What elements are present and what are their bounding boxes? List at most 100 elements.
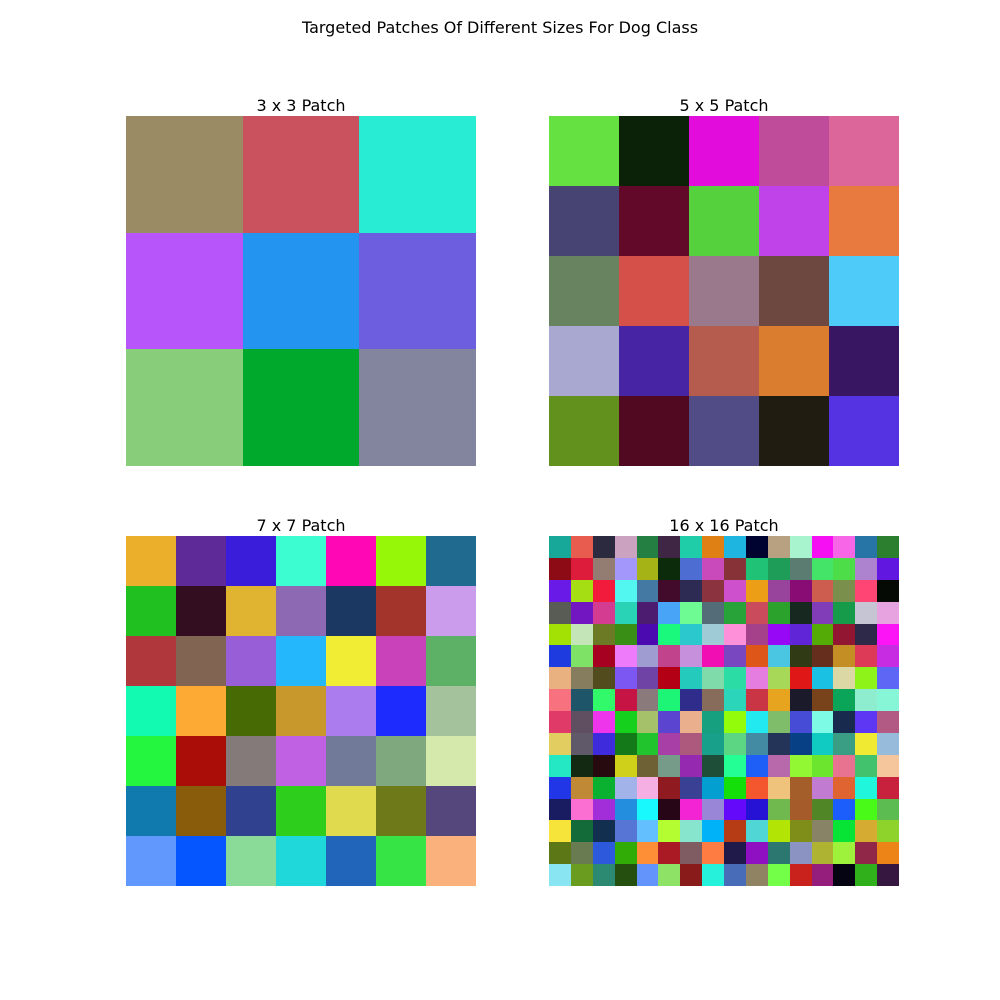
patch-cell	[658, 536, 680, 558]
patch-cell	[680, 580, 702, 602]
patch-cell	[126, 686, 176, 736]
patch-cell	[426, 636, 476, 686]
patch-cell	[549, 689, 571, 711]
patch-cell	[746, 820, 768, 842]
patch-cell	[702, 667, 724, 689]
patch-cell	[790, 733, 812, 755]
patch-cell	[571, 777, 593, 799]
patch-cell	[768, 667, 790, 689]
patch-cell	[855, 842, 877, 864]
patch-cell	[790, 667, 812, 689]
patch-cell	[689, 116, 759, 186]
patch-cell	[833, 864, 855, 886]
patch-cell	[637, 799, 658, 820]
patch-cell	[746, 558, 768, 580]
patch-cell	[226, 686, 276, 736]
patch-cell	[790, 689, 812, 711]
patch-cell	[126, 636, 176, 686]
patch-cell	[426, 836, 476, 886]
patch-cell	[549, 733, 571, 755]
patch-cell	[637, 624, 658, 645]
patch-cell	[359, 349, 476, 466]
patch-cell	[759, 256, 829, 326]
patch-cell	[549, 558, 571, 580]
patch-cell	[619, 116, 689, 186]
patch-cell	[812, 711, 833, 733]
patch-cell	[126, 349, 243, 466]
patch-cell	[593, 864, 615, 886]
patch-cell	[176, 586, 226, 636]
patch-cell	[658, 842, 680, 864]
patch-cell	[619, 326, 689, 396]
patch-cell	[549, 602, 571, 624]
patch-cell	[855, 733, 877, 755]
patch-grid-16x16	[549, 536, 899, 886]
patch-grid-5x5	[549, 116, 899, 466]
patch-cell	[877, 820, 899, 842]
patch-cell	[768, 799, 790, 820]
patch-cell	[276, 686, 326, 736]
patch-cell	[855, 799, 877, 820]
patch-cell	[812, 755, 833, 777]
patch-cell	[637, 667, 658, 689]
patch-cell	[855, 755, 877, 777]
patch-cell	[829, 326, 899, 396]
patch-cell	[829, 186, 899, 256]
panel-16x16: 16 x 16 Patch	[549, 516, 899, 886]
patch-cell	[746, 842, 768, 864]
patch-cell	[658, 755, 680, 777]
patch-cell	[549, 777, 571, 799]
patch-cell	[724, 536, 746, 558]
patch-cell	[637, 820, 658, 842]
patch-cell	[549, 755, 571, 777]
patch-cell	[768, 645, 790, 667]
patch-cell	[833, 820, 855, 842]
patch-cell	[619, 186, 689, 256]
patch-cell	[593, 667, 615, 689]
panel-5x5: 5 x 5 Patch	[549, 96, 899, 466]
patch-cell	[790, 820, 812, 842]
patch-cell	[702, 733, 724, 755]
patch-cell	[637, 689, 658, 711]
patch-cell	[549, 256, 619, 326]
patch-cell	[549, 580, 571, 602]
patch-cell	[829, 256, 899, 326]
patch-cell	[593, 820, 615, 842]
patch-cell	[680, 777, 702, 799]
patch-cell	[855, 580, 877, 602]
patch-cell	[637, 580, 658, 602]
patch-cell	[812, 602, 833, 624]
patch-cell	[746, 667, 768, 689]
patch-cell	[637, 536, 658, 558]
patch-cell	[877, 602, 899, 624]
patch-cell	[877, 536, 899, 558]
patch-cell	[689, 186, 759, 256]
patch-cell	[593, 645, 615, 667]
patch-cell	[877, 799, 899, 820]
patch-cell	[877, 864, 899, 886]
patch-cell	[226, 636, 276, 686]
patch-cell	[680, 733, 702, 755]
patch-grid-3x3	[126, 116, 476, 466]
patch-cell	[746, 733, 768, 755]
patch-cell	[689, 256, 759, 326]
patch-cell	[276, 586, 326, 636]
patch-cell	[571, 711, 593, 733]
patch-cell	[833, 624, 855, 645]
patch-cell	[326, 586, 376, 636]
patch-cell	[226, 536, 276, 586]
patch-cell	[658, 580, 680, 602]
patch-cell	[829, 116, 899, 186]
panel-7x7: 7 x 7 Patch	[126, 516, 476, 886]
patch-cell	[724, 842, 746, 864]
patch-cell	[615, 820, 637, 842]
patch-cell	[176, 786, 226, 836]
patch-cell	[768, 711, 790, 733]
patch-cell	[768, 733, 790, 755]
patch-cell	[571, 536, 593, 558]
patch-cell	[855, 820, 877, 842]
patch-cell	[680, 624, 702, 645]
patch-cell	[877, 842, 899, 864]
patch-cell	[571, 580, 593, 602]
patch-cell	[637, 755, 658, 777]
